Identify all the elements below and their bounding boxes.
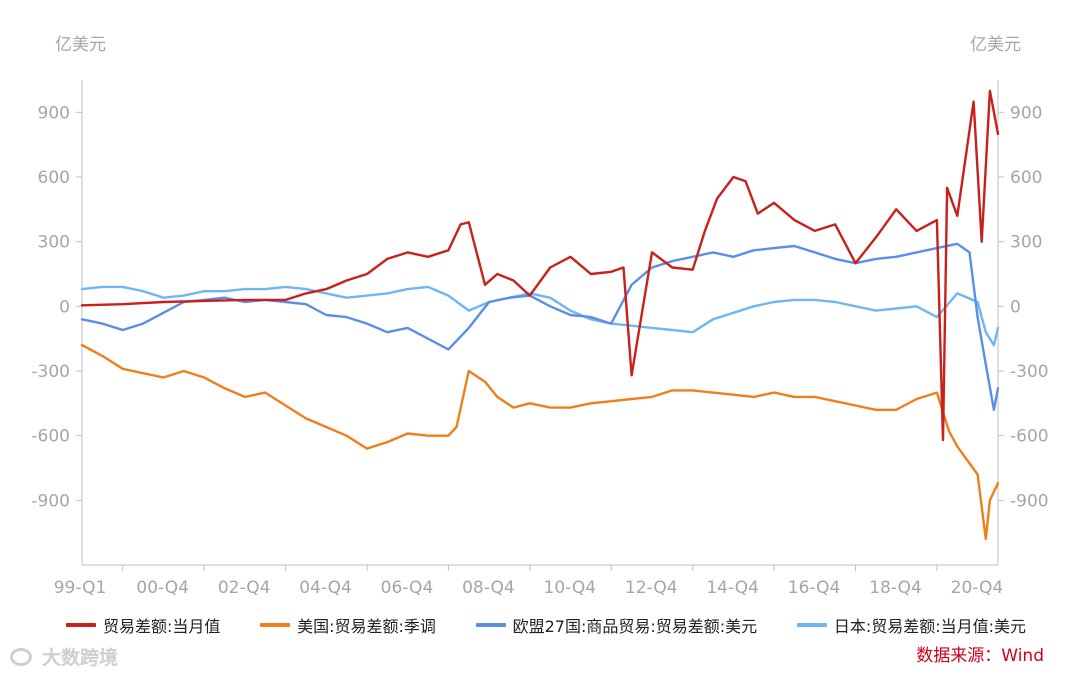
x-tick-label: 16-Q4 <box>788 578 841 598</box>
legend-swatch-japan <box>796 623 827 627</box>
x-tick-label: 06-Q4 <box>381 578 434 598</box>
x-tick-label: 18-Q4 <box>869 578 922 598</box>
y-tick-label-right: -300 <box>1010 362 1049 382</box>
x-tick-label: 12-Q4 <box>625 578 678 598</box>
series-line-total <box>80 89 1000 442</box>
legend: 贸易差额:当月值 美国:贸易差额:季调 欧盟27国:商品贸易:贸易差额:美元 日… <box>66 613 1026 637</box>
x-axis: 99-Q1 00-Q4 02-Q4 04-Q4 06-Q4 08-Q4 10-Q4 12-Q4… <box>54 565 1004 598</box>
series-lines <box>80 89 1000 541</box>
chart-axes <box>81 80 999 566</box>
x-tick-label: 14-Q4 <box>706 578 759 598</box>
x-tick-label: 02-Q4 <box>218 578 271 598</box>
y-tick-label-left: -900 <box>31 491 70 511</box>
x-tick-label: 20-Q4 <box>951 578 1004 598</box>
legend-item-total: 贸易差额:当月值 <box>66 613 220 637</box>
x-tick-label: 10-Q4 <box>544 578 597 598</box>
x-tick-label: 00-Q4 <box>136 578 189 598</box>
legend-swatch-total <box>66 623 96 627</box>
watermark: 大数跨境 <box>10 643 118 670</box>
legend-item-eu: 欧盟27国:商品贸易:贸易差额:美元 <box>475 613 758 637</box>
watermark-logo-icon <box>10 647 32 666</box>
y-tick-label-left: 0 <box>59 297 70 317</box>
y-tick-label-left: -300 <box>31 362 70 382</box>
y-tick-label-right: 0 <box>1010 297 1021 317</box>
legend-item-japan: 日本:贸易差额:当月值:美元 <box>796 613 1026 637</box>
y-tick-label-right: 900 <box>1010 103 1042 123</box>
trade-balance-chart: 亿美元 亿美元 900 600 300 0 -300 -600 -900 900 600 300… <box>31 35 1049 598</box>
legend-label-total: 贸易差额:当月值 <box>103 617 221 636</box>
y-tick-label-left: 300 <box>38 233 70 253</box>
y-tick-label-left: 900 <box>38 103 70 123</box>
left-y-axis: 900 600 300 0 -300 -600 -900 <box>31 103 82 511</box>
legend-item-us: 美国:贸易差额:季调 <box>260 613 436 637</box>
legend-swatch-us <box>260 623 291 627</box>
data-source: 数据来源：Wind <box>916 646 1044 666</box>
x-tick-label: 99-Q1 <box>54 578 107 598</box>
y-tick-label-right: 600 <box>1010 168 1042 188</box>
y-tick-label-left: 600 <box>38 168 70 188</box>
right-unit-label: 亿美元 <box>970 35 1021 55</box>
y-tick-label-right: -600 <box>1010 427 1049 447</box>
legend-label-eu: 欧盟27国:商品贸易:贸易差额:美元 <box>512 617 758 636</box>
left-unit-label: 亿美元 <box>55 35 106 55</box>
series-line-us <box>80 343 1000 541</box>
y-tick-label-right: 300 <box>1010 233 1042 253</box>
right-y-axis: 900 600 300 0 -300 -600 -900 <box>998 103 1049 511</box>
y-tick-label-left: -600 <box>31 427 70 447</box>
series-line-japan <box>80 285 1000 347</box>
y-tick-label-right: -900 <box>1010 491 1049 511</box>
x-tick-label: 08-Q4 <box>462 578 515 598</box>
legend-swatch-eu <box>475 623 506 627</box>
watermark-text: 大数跨境 <box>42 647 119 669</box>
x-tick-label: 04-Q4 <box>299 578 352 598</box>
series-line-eu <box>80 242 1000 411</box>
legend-label-japan: 日本:贸易差额:当月值:美元 <box>833 617 1026 636</box>
legend-label-us: 美国:贸易差额:季调 <box>297 617 436 636</box>
